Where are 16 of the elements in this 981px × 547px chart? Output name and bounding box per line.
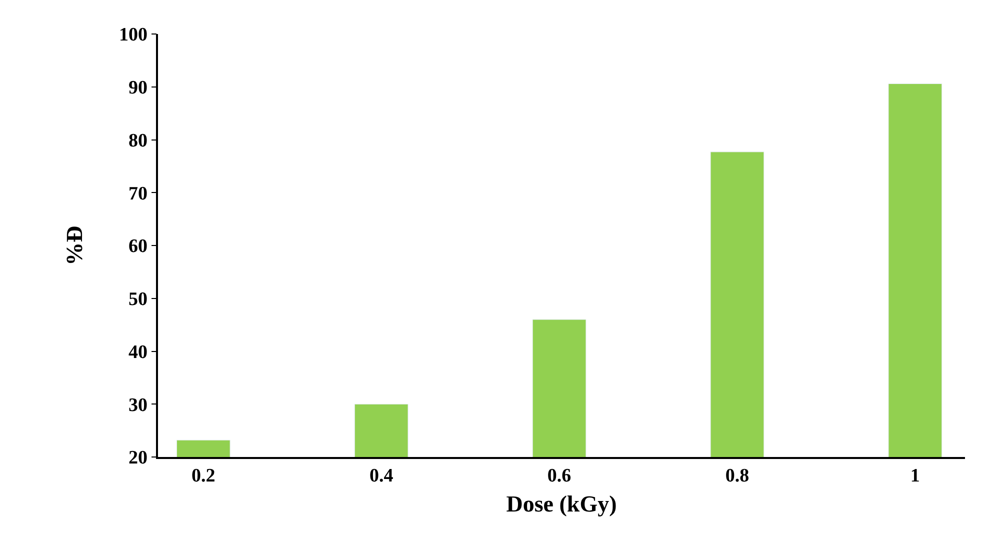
x-tick-label: 0.2 bbox=[192, 466, 216, 487]
y-tick-label: 30 bbox=[128, 394, 148, 416]
y-tick-label: 90 bbox=[128, 78, 148, 99]
y-tick-label: 50 bbox=[128, 289, 148, 310]
x-axis-title: Dose (kGy) bbox=[506, 492, 617, 517]
y-tick-label: 60 bbox=[128, 236, 148, 258]
x-tick-label: 0.8 bbox=[725, 466, 750, 487]
x-tick-label: 0.4 bbox=[369, 466, 394, 487]
y-axis-title: %Đ bbox=[62, 226, 87, 266]
x-tick-label: 0.6 bbox=[547, 466, 572, 487]
y-tick-label: 80 bbox=[128, 130, 148, 152]
y-tick-label: 40 bbox=[128, 342, 148, 363]
y-tick-label: 100 bbox=[118, 24, 148, 46]
y-tick-label: 20 bbox=[128, 448, 148, 469]
x-tick-label: 1 bbox=[910, 466, 920, 487]
y-tick-label: 70 bbox=[128, 183, 148, 204]
